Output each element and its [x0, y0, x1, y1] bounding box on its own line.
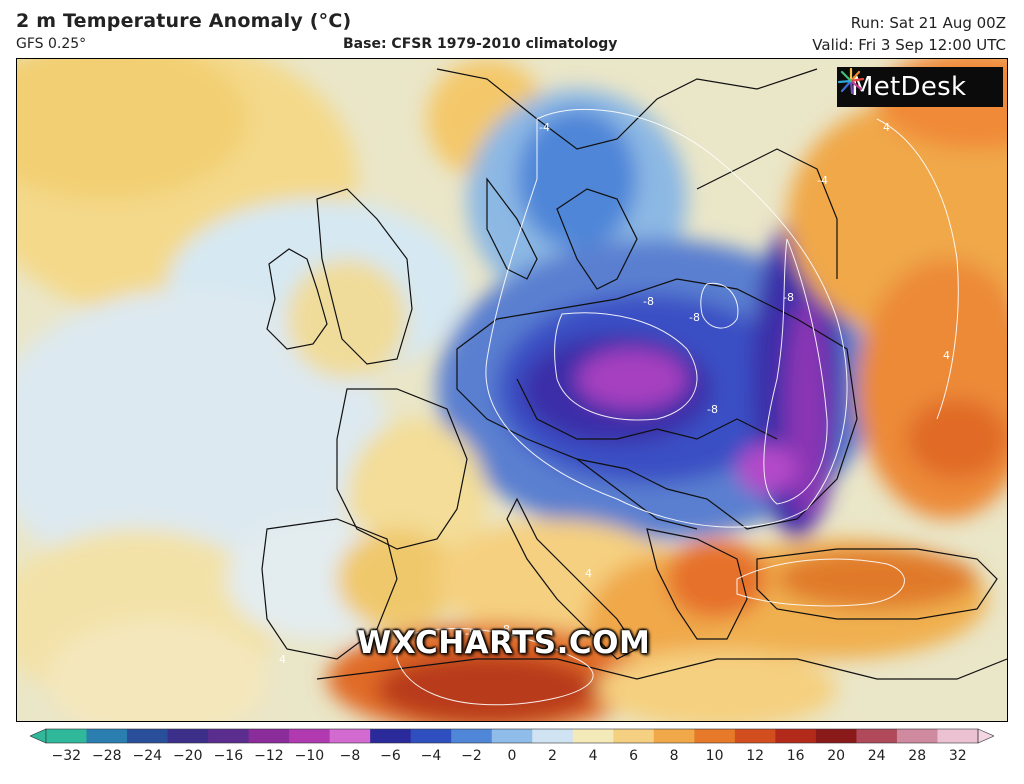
colorbar-tick-label: −28	[92, 748, 122, 764]
colorbar-tick-label: 32	[948, 748, 967, 764]
contour-label: -8	[707, 403, 718, 416]
colorbar-tick-label: 6	[629, 748, 639, 764]
colorbar-swatch	[815, 729, 857, 743]
colorbar-swatch	[572, 729, 614, 743]
contour-label: -8	[643, 295, 654, 308]
colorbar-tick-label: 24	[867, 748, 886, 764]
colorbar-swatches	[30, 728, 994, 744]
contour-label: -4	[539, 121, 550, 134]
contour-label: 8	[503, 623, 510, 636]
colorbar-tick-label: −12	[254, 748, 284, 764]
colorbar-tick-label: 2	[548, 748, 557, 764]
colorbar-arrow-left	[30, 728, 47, 744]
metdesk-logo: MetDesk	[837, 67, 1003, 107]
colorbar-swatch	[370, 729, 412, 743]
colorbar-tick-label: −16	[213, 748, 244, 764]
colorbar-tick-label: −20	[173, 748, 203, 764]
colorbar-tick-label: 12	[746, 748, 765, 764]
colorbar-tick-label: −6	[380, 748, 401, 764]
base-climatology-label: Base: CFSR 1979-2010 climatology	[343, 36, 618, 52]
model-label: GFS 0.25°	[16, 36, 87, 52]
contour-labels: -4 -8 -8 -8 -8 -4 4 4 4 8 -8 4	[279, 121, 950, 666]
run-time-label: Run: Sat 21 Aug 00Z	[850, 14, 1006, 32]
colorbar-tick-label: −32	[51, 748, 82, 764]
valid-time-label: Valid: Fri 3 Sep 12:00 UTC	[812, 36, 1006, 54]
contour-label: -4	[817, 174, 828, 187]
colorbar-swatch	[127, 729, 169, 743]
colorbar-tick-label: 20	[827, 748, 846, 764]
colorbar-swatch	[532, 729, 574, 743]
colorbar-swatch	[937, 729, 979, 743]
colorbar-tick-label: 4	[588, 748, 598, 764]
colorbar-swatch	[734, 729, 776, 743]
chart-title: 2 m Temperature Anomaly (°C)	[16, 10, 352, 32]
contour-label: 4	[943, 349, 950, 362]
colorbar-swatch	[248, 729, 290, 743]
colorbar-swatch	[167, 729, 209, 743]
wxcharts-watermark: WXCHARTS.COM	[357, 625, 651, 661]
colorbar-swatch	[451, 729, 493, 743]
anomaly-field	[17, 59, 1007, 721]
colorbar-swatch	[491, 729, 533, 743]
colorbar-tick-label: −8	[339, 748, 361, 764]
colorbar-tick-label: 10	[705, 748, 724, 764]
metdesk-burst-icon	[837, 67, 865, 95]
colorbar-tick-label: 0	[507, 748, 517, 764]
colorbar-tick-label: 28	[908, 748, 927, 764]
colorbar-tick-label: 16	[786, 748, 805, 764]
metdesk-logo-text: MetDesk	[851, 72, 967, 102]
colorbar-tick-label: −10	[294, 748, 325, 764]
contour-label: 4	[883, 121, 890, 134]
colorbar-swatch	[613, 729, 655, 743]
coastlines	[261, 68, 1007, 680]
colorbar-swatch	[86, 729, 128, 743]
colorbar-tick-label: −2	[461, 748, 482, 764]
map-canvas: -4 -8 -8 -8 -8 -4 4 4 4 8 -8 4	[17, 59, 1007, 721]
colorbar-tick-label: 8	[669, 748, 679, 764]
contour-label: 4	[585, 567, 592, 580]
contour-label: -8	[465, 627, 476, 640]
colorbar-swatch	[410, 729, 452, 743]
colorbar-swatch	[329, 729, 371, 743]
contour-lines	[396, 108, 959, 706]
anomaly-map: -4 -8 -8 -8 -8 -4 4 4 4 8 -8 4	[16, 58, 1008, 722]
contour-label: -8	[689, 311, 700, 324]
colorbar-swatch	[653, 729, 695, 743]
colorbar-tick-label: −4	[420, 748, 442, 764]
colorbar-swatch	[775, 729, 817, 743]
colorbar	[30, 728, 994, 744]
contour-label: -8	[783, 291, 794, 304]
colorbar-swatch	[46, 729, 88, 743]
colorbar-swatch	[289, 729, 331, 743]
contour-label: 4	[279, 653, 286, 666]
colorbar-swatch	[208, 729, 250, 743]
colorbar-swatch	[856, 729, 898, 743]
colorbar-tick-labels: −32 −28 −24 −20 −16 −12 −10 −8 −6 −4 −2 0 2 4 6 8 10 12 16…	[0, 748, 1024, 768]
colorbar-swatch	[896, 729, 938, 743]
colorbar-arrow-right	[977, 728, 994, 744]
colorbar-swatch	[694, 729, 736, 743]
colorbar-tick-label: −24	[132, 748, 163, 764]
